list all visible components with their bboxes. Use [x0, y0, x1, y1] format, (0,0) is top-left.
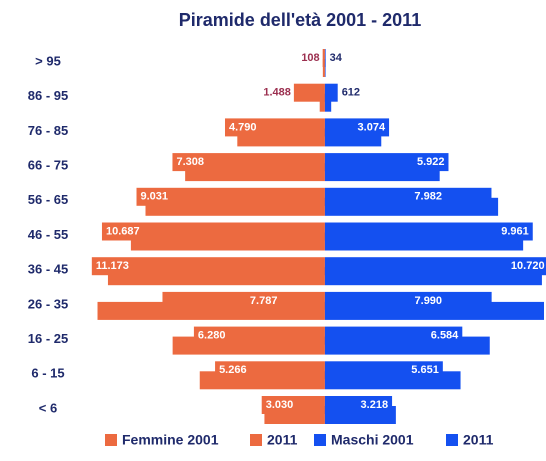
value-label: 7.308	[176, 156, 204, 168]
value-label: 6.280	[198, 330, 226, 342]
value-label: 34	[330, 52, 343, 64]
bar	[324, 222, 533, 241]
bar	[324, 291, 492, 310]
value-label: 10.720	[511, 260, 545, 272]
bar	[91, 257, 325, 276]
bar	[224, 118, 325, 137]
category-label: 66 - 75	[28, 158, 68, 173]
bar	[322, 49, 325, 67]
category-label: 36 - 45	[28, 262, 68, 277]
value-label: 9.031	[141, 191, 169, 203]
legend-swatch	[314, 434, 326, 446]
bar	[324, 83, 338, 102]
value-label: 4.790	[229, 121, 257, 133]
bar	[322, 59, 325, 77]
category-label: 6 - 15	[31, 366, 64, 381]
value-label: 3.218	[361, 399, 389, 411]
category-label: 76 - 85	[28, 123, 68, 138]
bar	[324, 326, 463, 345]
legend-swatch	[105, 434, 117, 446]
legend-label: 2011	[267, 432, 298, 448]
legend-label: Maschi 2001	[331, 432, 414, 448]
category-label: 56 - 65	[28, 192, 68, 207]
value-label: 11.173	[96, 260, 129, 272]
category-label: > 95	[35, 53, 61, 68]
value-label: 5.266	[219, 364, 247, 376]
value-label: 7.982	[414, 191, 442, 203]
category-label: 16 - 25	[28, 331, 68, 346]
legend-swatch	[250, 434, 262, 446]
bar	[324, 93, 332, 112]
value-label: 10.687	[106, 225, 140, 237]
category-label: 26 - 35	[28, 296, 68, 311]
value-label: 1.488	[263, 87, 291, 99]
bar	[324, 118, 390, 137]
category-label: 46 - 55	[28, 227, 68, 242]
value-label: 3.074	[358, 121, 386, 133]
chart-title: Piramide dell'età 2001 - 2011	[179, 10, 421, 30]
bar	[324, 361, 443, 380]
category-label: 86 - 95	[28, 88, 68, 103]
bar	[293, 83, 325, 102]
bar	[261, 396, 325, 414]
value-label: 108	[301, 52, 319, 64]
legend-label: Femmine 2001	[122, 432, 219, 448]
value-label: 612	[342, 87, 360, 99]
bar	[101, 222, 325, 241]
value-label: 7.990	[415, 295, 443, 307]
bar	[324, 153, 449, 172]
bar	[324, 49, 326, 67]
bar	[324, 257, 546, 276]
value-label: 5.651	[411, 364, 439, 376]
bar	[172, 153, 325, 172]
bar	[162, 291, 325, 310]
bar	[319, 93, 325, 112]
value-label: 9.961	[501, 225, 529, 237]
value-label: 6.584	[431, 330, 459, 342]
bar	[324, 396, 393, 414]
value-label: 3.030	[266, 399, 294, 411]
bar	[324, 59, 326, 77]
legend-label: 2011	[463, 432, 494, 448]
bar	[193, 326, 325, 345]
value-label: 5.922	[417, 156, 445, 168]
bar	[136, 187, 325, 206]
bar	[215, 361, 325, 380]
bar	[324, 187, 492, 206]
category-label: < 6	[39, 400, 57, 415]
legend-swatch	[446, 434, 458, 446]
value-label: 7.787	[250, 295, 278, 307]
